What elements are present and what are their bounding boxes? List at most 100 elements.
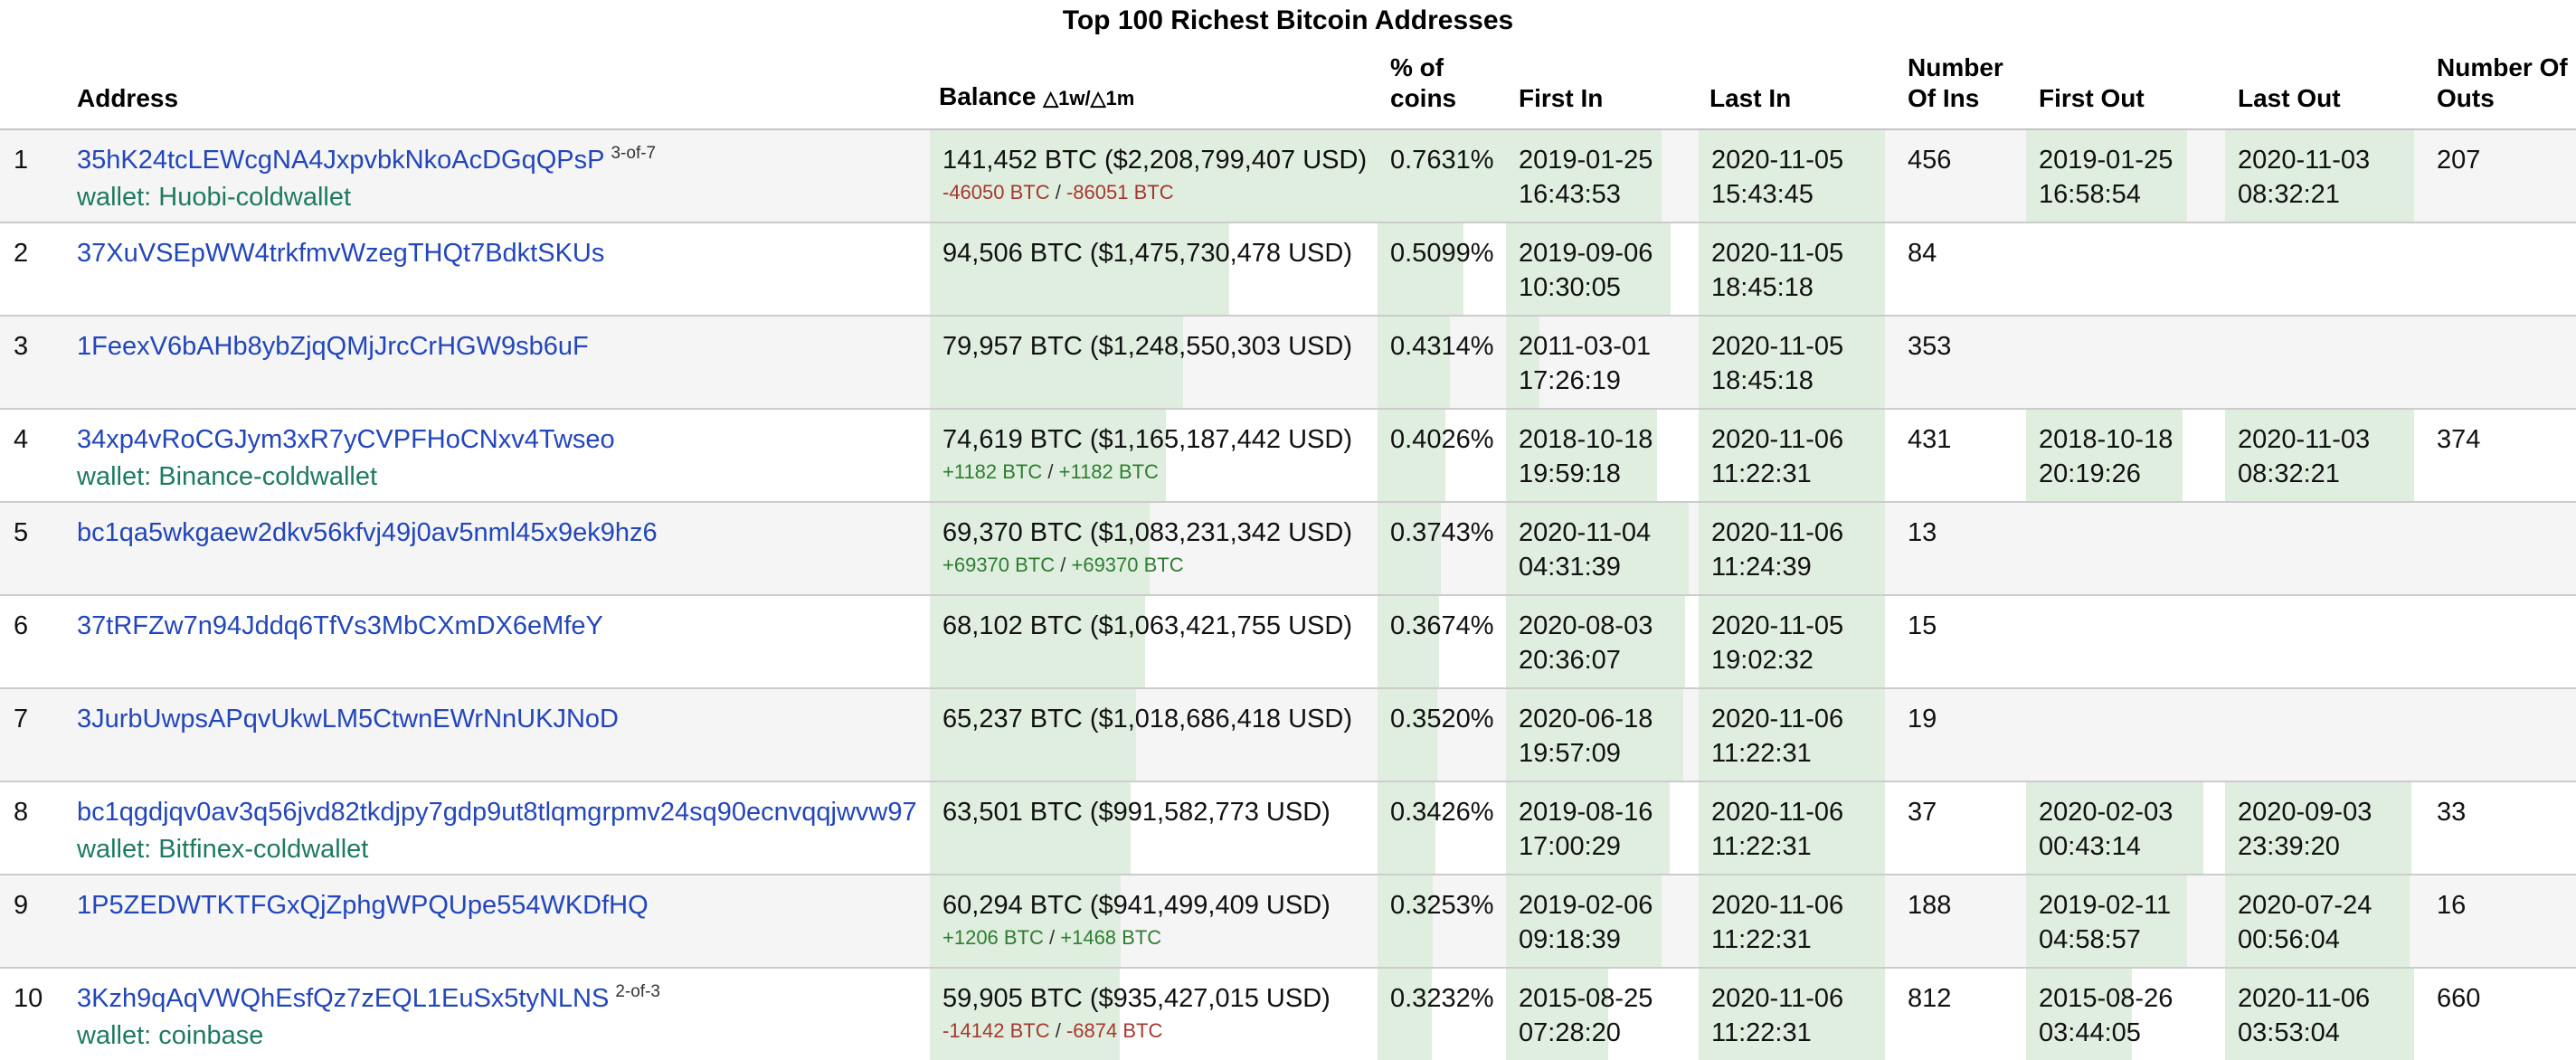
number-of-ins-cell: 456 (1895, 129, 2026, 222)
value-bar (1378, 223, 1463, 315)
last-in-cell-date: 2020-11-05 (1711, 332, 1844, 361)
number-of-ins-cell-value: 431 (1908, 425, 1952, 454)
value-bar (1378, 875, 1433, 967)
first-out-cell-time: 03:44:05 (2039, 1018, 2141, 1047)
rank-value: 8 (14, 798, 29, 827)
table-row: 3 1FeexV6bAHb8ybZjqQMjJrcCrHGW9sb6uF 79,95… (0, 316, 2576, 409)
header-number-of-outs: Number Of Outs (2437, 53, 2568, 112)
last-in-cell-date: 2020-11-05 (1711, 146, 1844, 175)
wallet-link[interactable]: wallet: Binance-coldwallet (77, 462, 378, 491)
first-in-cell: 2020-08-03 20:36:07 (1506, 595, 1699, 688)
number-of-outs-cell-value: 374 (2437, 425, 2481, 454)
value-bar (2225, 410, 2414, 501)
number-of-ins-cell: 188 (1895, 875, 2026, 968)
first-in-cell-time: 17:26:19 (1519, 366, 1621, 395)
balance-delta: -14142 BTC / -6874 BTC (942, 1016, 1370, 1046)
value-bar (1506, 782, 1671, 874)
pct-of-coins-cell: 0.3253% (1378, 875, 1506, 968)
number-of-ins-cell: 15 (1895, 595, 2026, 688)
first-in-cell-date: 2019-01-25 (1519, 146, 1653, 175)
number-of-ins-cell-value: 812 (1908, 984, 1952, 1013)
balance-delta: -46050 BTC / -86051 BTC (942, 177, 1370, 208)
address-link[interactable]: bc1qgdjqv0av3q56jvd82tkdjpy7gdp9ut8tlqmg… (77, 798, 917, 827)
table-row: 6 37tRFZw7n94Jddq6TfVs3MbCXmDX6eMfeY 68,10… (0, 595, 2576, 688)
address-link[interactable]: bc1qa5wkgaew2dkv56kfvj49j0av5nml45x9ek9h… (77, 518, 658, 547)
table-row: 2 37XuVSEpWW4trkfmvWzegTHQt7BdktSKUs 94,50… (0, 222, 2576, 316)
address-cell: 3JurbUwpsAPqvUkwLM5CtwnEWrNnUKJNoD (77, 688, 930, 781)
last-out-cell: 2020-07-24 00:56:04 (2225, 875, 2424, 968)
value-bar (1506, 689, 1683, 781)
value-bar (1506, 503, 1690, 594)
last-out-cell-time: 08:32:21 (2238, 459, 2340, 488)
rank-value: 6 (14, 611, 29, 640)
delta-1m: -86051 BTC (1065, 181, 1174, 203)
first-in-cell-date: 2015-08-25 (1519, 984, 1653, 1013)
balance-delta: +1182 BTC / +1182 BTC (942, 457, 1370, 487)
address-link[interactable]: 1P5ZEDWTKTFGxQjZphgWPQUpe554WKDfHQ (77, 891, 649, 920)
balance-value: 65,237 BTC ($1,018,686,418 USD) (942, 705, 1352, 733)
number-of-outs-cell: 374 (2424, 409, 2576, 502)
balance-cell: 68,102 BTC ($1,063,421,755 USD) (930, 595, 1378, 688)
value-bar (2026, 782, 2203, 874)
number-of-ins-cell-value: 353 (1908, 332, 1952, 361)
table-row: 10 3Kzh9qAqVWQhEsfQz7zEQL1EuSx5tyNLNS 2-of… (0, 968, 2576, 1060)
first-out-cell: 2018-10-18 20:19:26 (2026, 409, 2225, 502)
multisig-note: 3-of-7 (611, 144, 657, 164)
wallet-link[interactable]: wallet: coinbase (77, 1021, 264, 1050)
delta-separator: / (1043, 926, 1061, 949)
last-in-cell-time: 11:22:31 (1711, 832, 1812, 861)
last-in-cell-date: 2020-11-05 (1711, 611, 1844, 640)
last-in-cell: 2020-11-05 15:43:45 (1699, 129, 1895, 222)
address-link[interactable]: 34xp4vRoCGJym3xR7yCVPFHoCNxv4Twseo (77, 425, 615, 454)
rank-value: 4 (14, 425, 29, 454)
last-out-cell-date: 2020-09-03 (2238, 798, 2372, 827)
pct-of-coins-cell: 0.5099% (1378, 222, 1506, 316)
last-out-cell: 2020-11-03 08:32:21 (2225, 129, 2424, 222)
number-of-ins-cell-value: 37 (1908, 798, 1937, 827)
wallet-link[interactable]: wallet: Huobi-coldwallet (77, 183, 352, 212)
address-link[interactable]: 3Kzh9qAqVWQhEsfQz7zEQL1EuSx5tyNLNS (77, 984, 610, 1013)
rank-value: 10 (14, 984, 43, 1013)
number-of-outs-cell (2424, 316, 2576, 409)
table-row: 4 34xp4vRoCGJym3xR7yCVPFHoCNxv4Twseo walle… (0, 409, 2576, 502)
delta-separator: / (1049, 1019, 1066, 1042)
number-of-ins-cell: 812 (1895, 968, 2026, 1060)
address-cell: 3Kzh9qAqVWQhEsfQz7zEQL1EuSx5tyNLNS 2-of-3… (77, 968, 930, 1060)
wallet-link[interactable]: wallet: Bitfinex-coldwallet (77, 835, 369, 864)
first-in-cell: 2020-06-18 19:57:09 (1506, 688, 1699, 781)
table-row: 9 1P5ZEDWTKTFGxQjZphgWPQUpe554WKDfHQ 60,29… (0, 875, 2576, 968)
rank-value: 2 (14, 239, 29, 268)
value-bar (930, 596, 1146, 687)
value-bar (1699, 596, 1886, 687)
delta-separator: / (1049, 181, 1066, 203)
address-link[interactable]: 37tRFZw7n94Jddq6TfVs3MbCXmDX6eMfeY (77, 611, 603, 640)
address-link[interactable]: 3JurbUwpsAPqvUkwLM5CtwnEWrNnUKJNoD (77, 705, 619, 733)
last-in-cell-date: 2020-11-05 (1711, 239, 1844, 268)
first-in-cell: 2019-02-06 09:18:39 (1506, 875, 1699, 968)
first-in-cell-date: 2020-08-03 (1519, 611, 1653, 640)
address-link[interactable]: 1FeexV6bAHb8ybZjqQMjJrcCrHGW9sb6uF (77, 332, 589, 361)
value-bar (1378, 130, 1506, 222)
value-bar (1506, 223, 1672, 315)
value-bar (1506, 875, 1662, 967)
number-of-outs-cell: 33 (2424, 781, 2576, 875)
first-in-cell: 2015-08-25 07:28:20 (1506, 968, 1699, 1060)
header-pct-of-coins: % of coins (1390, 53, 1457, 112)
first-in-cell-time: 16:43:53 (1519, 180, 1621, 209)
last-out-cell-time: 00:56:04 (2238, 925, 2340, 954)
address-link[interactable]: 37XuVSEpWW4trkfmvWzegTHQt7BdktSKUs (77, 239, 605, 268)
balance-cell: 63,501 BTC ($991,582,773 USD) (930, 781, 1378, 875)
address-cell: bc1qgdjqv0av3q56jvd82tkdjpy7gdp9ut8tlqmg… (77, 781, 930, 875)
first-in-cell-date: 2019-02-06 (1519, 891, 1653, 920)
value-bar (1506, 317, 1539, 408)
first-in-cell-time: 07:28:20 (1519, 1018, 1621, 1047)
table-row: 8 bc1qgdjqv0av3q56jvd82tkdjpy7gdp9ut8tlqm… (0, 781, 2576, 875)
first-out-cell-time: 20:19:26 (2039, 459, 2141, 488)
number-of-ins-cell: 353 (1895, 316, 2026, 409)
address-link[interactable]: 35hK24tcLEWcgNA4JxpvbkNkoAcDGqQPsP (77, 146, 605, 175)
number-of-outs-cell-value: 16 (2437, 891, 2467, 920)
first-out-cell-date: 2015-08-26 (2039, 984, 2174, 1013)
balance-cell: 59,905 BTC ($935,427,015 USD) -14142 BTC … (930, 968, 1378, 1060)
pct-of-coins-value: 0.3253% (1390, 891, 1494, 920)
rank-value: 1 (14, 146, 29, 175)
